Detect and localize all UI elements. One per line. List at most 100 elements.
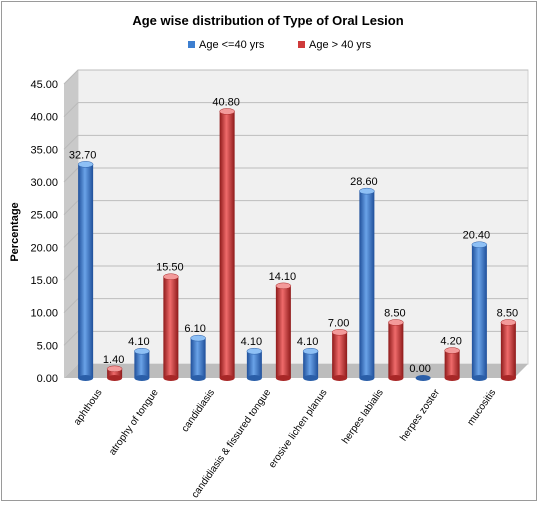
- gridline-side: [63, 69, 79, 85]
- gridline-side: [63, 134, 79, 150]
- x-tick-label: herpes labialis: [340, 387, 386, 446]
- data-label: 4.10: [128, 336, 149, 348]
- bar-base: [163, 375, 179, 381]
- y-tick-label: 5.00: [37, 340, 58, 352]
- bar: [415, 375, 431, 381]
- bar-top: [246, 347, 263, 355]
- data-label: 8.50: [384, 307, 405, 319]
- y-tick-label: 10.00: [30, 308, 58, 320]
- bar-top: [500, 319, 517, 326]
- bar: [246, 351, 262, 378]
- gridline-side: [63, 330, 79, 346]
- bar: [78, 164, 94, 378]
- x-tick-label: atrophy of tongue: [107, 387, 161, 457]
- data-label: 14.10: [269, 271, 297, 283]
- bar: [163, 276, 179, 378]
- bar: [275, 285, 291, 378]
- x-tick-label: aphthous: [72, 387, 105, 427]
- bar-top: [134, 347, 150, 355]
- plot-side-wall: [64, 70, 78, 378]
- bar-top: [106, 365, 123, 373]
- bar-base: [444, 375, 460, 381]
- bar-top: [302, 347, 319, 355]
- bar: [388, 322, 404, 378]
- bar-base: [134, 375, 150, 381]
- data-label: 6.10: [184, 323, 205, 335]
- legend-swatch: [188, 41, 195, 48]
- y-tick-label: 0.00: [37, 373, 58, 385]
- bar-top: [331, 329, 348, 336]
- gridline-side: [63, 102, 79, 118]
- bar: [500, 322, 516, 378]
- bar-base: [246, 375, 262, 381]
- bar-base: [78, 375, 94, 381]
- bar-top: [359, 187, 375, 195]
- legend-label: Age > 40 yrs: [309, 39, 372, 51]
- bar-base: [359, 375, 375, 381]
- bar: [332, 332, 348, 378]
- y-tick-label: 40.00: [30, 112, 58, 124]
- bar-top: [471, 241, 488, 248]
- bar-top: [219, 108, 235, 115]
- gridline-side: [63, 298, 79, 314]
- data-label: 1.40: [103, 354, 124, 366]
- bar-base: [219, 375, 235, 381]
- legend-swatch: [298, 41, 305, 48]
- gridline-side: [63, 265, 79, 281]
- data-label: 4.20: [440, 336, 461, 348]
- gridline-side: [63, 167, 79, 183]
- bar-base: [388, 375, 404, 381]
- data-label: 4.10: [297, 336, 318, 348]
- bar-base: [107, 375, 123, 381]
- bar: [444, 350, 460, 378]
- bar-base: [275, 375, 291, 381]
- plot-floor: [64, 364, 528, 378]
- bar-top: [163, 273, 179, 280]
- data-label: 40.80: [212, 96, 240, 108]
- data-label: 8.50: [497, 307, 518, 319]
- data-label: 4.10: [241, 336, 262, 348]
- y-tick-label: 30.00: [30, 177, 58, 189]
- bar: [471, 244, 487, 378]
- y-tick-label: 20.00: [30, 242, 58, 254]
- y-tick-label: 35.00: [30, 144, 58, 156]
- data-label: 15.50: [156, 262, 184, 274]
- y-tick-label: 15.00: [30, 275, 58, 287]
- bar: [134, 351, 150, 378]
- y-tick-label: 45.00: [30, 79, 58, 91]
- x-tick-label: candidiasis: [180, 387, 217, 434]
- bar: [107, 368, 123, 378]
- legend: Age <=40 yrs Age > 40 yrs: [188, 39, 372, 51]
- bar-base: [303, 375, 319, 381]
- data-label: 28.60: [350, 176, 378, 188]
- gridline-side: [63, 232, 79, 248]
- data-label: 20.40: [463, 230, 491, 242]
- y-tick-label: 25.00: [30, 210, 58, 222]
- bar-top: [77, 161, 94, 168]
- y-axis-label: Percentage: [9, 202, 21, 261]
- plot-back-wall: [77, 69, 529, 365]
- data-label: 0.00: [409, 363, 430, 375]
- bar-top: [444, 347, 460, 354]
- chart-title: Age wise distribution of Type of Oral Le…: [132, 13, 403, 28]
- bar: [303, 351, 319, 378]
- x-tick-label: erosive lichen planus: [267, 387, 330, 470]
- data-label: 32.70: [69, 149, 97, 161]
- bar-base: [471, 375, 487, 381]
- bar: [359, 191, 375, 378]
- chart-svg: Age wise distribution of Type of Oral Le…: [9, 13, 529, 500]
- gridline-side: [63, 200, 79, 216]
- data-label: 7.00: [328, 317, 349, 329]
- bar-base: [332, 375, 348, 381]
- x-tick-label: herpes zoster: [398, 387, 442, 443]
- plot-area: 0.00 5.00 10.00 15.00 20.00 25.00 30.00 35.00 40…: [30, 69, 529, 500]
- bar-top: [190, 334, 206, 342]
- bar-base: [500, 375, 516, 381]
- bar-top: [388, 319, 404, 326]
- x-tick-label: mucositis: [465, 387, 498, 427]
- legend-label: Age <=40 yrs: [199, 39, 265, 51]
- bar: [190, 338, 206, 378]
- bar-base: [190, 375, 206, 381]
- bar-top: [275, 282, 292, 290]
